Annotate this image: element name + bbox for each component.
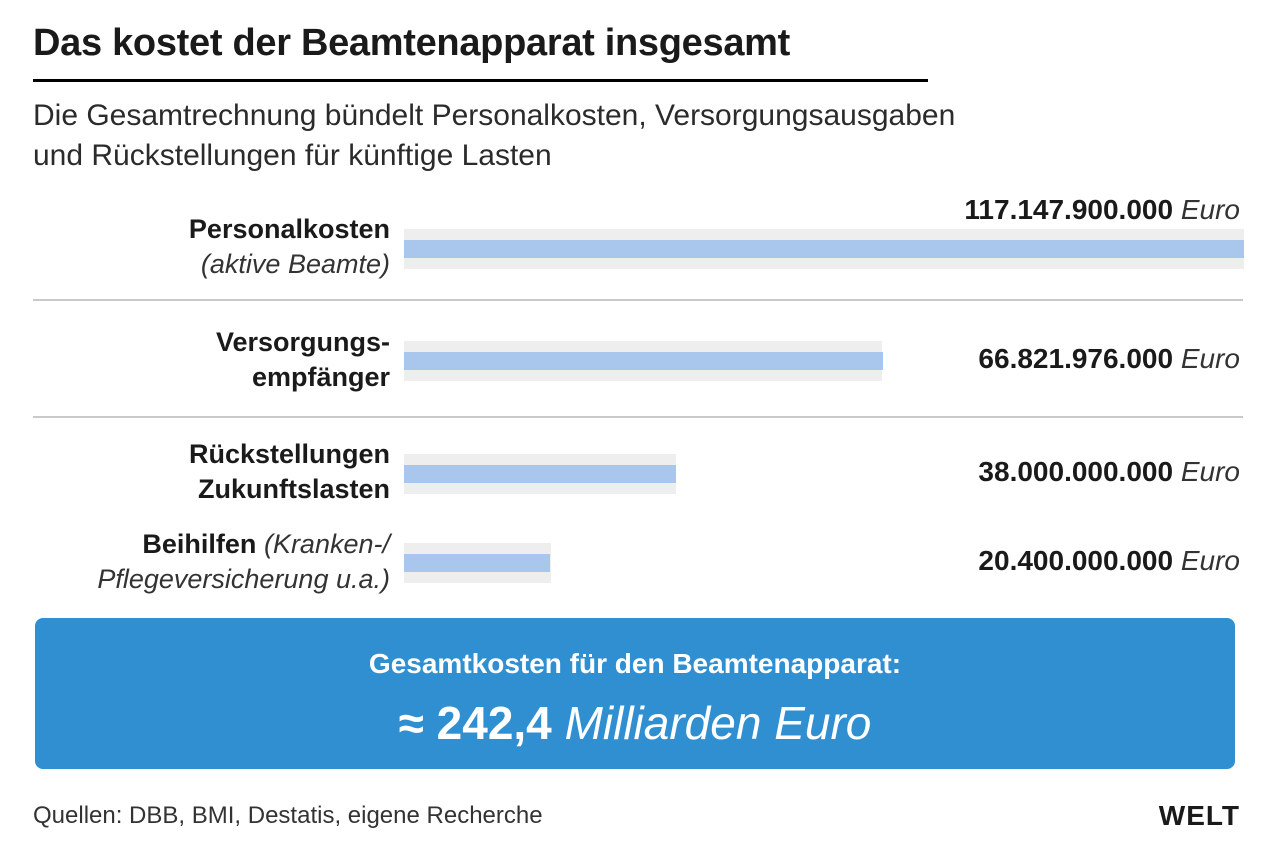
bar-personalkosten <box>404 240 1244 258</box>
bar-beihilfen <box>404 554 550 572</box>
row-separator <box>33 299 1243 301</box>
category-label-versorgungsempfaenger: Versorgungs- empfänger <box>216 325 390 395</box>
value-number: 20.400.000.000 <box>978 545 1174 576</box>
bar-rueckstellungen <box>404 465 676 483</box>
total-value: ≈ 242,4 Milliarden Euro <box>35 696 1235 750</box>
value-unit: Euro <box>1180 343 1240 374</box>
total-caption: Gesamtkosten für den Beamtenapparat: <box>368 648 902 679</box>
label-italic-b: Pflegeversicherung u.a.) <box>97 564 390 594</box>
subtitle-line-1: Die Gesamtrechnung bündelt Personalkoste… <box>33 99 956 132</box>
value-unit: Euro <box>1180 456 1240 487</box>
category-label-personalkosten: Personalkosten (aktive Beamte) <box>189 212 390 282</box>
welt-logo: WELT <box>1158 800 1240 831</box>
label-italic-a: (Kranken-/ <box>263 529 390 559</box>
total-approx-symbol: ≈ <box>398 697 424 749</box>
value-number: 66.821.976.000 <box>978 343 1174 374</box>
total-box: Gesamtkosten für den Beamtenapparat: ≈ 2… <box>35 618 1235 769</box>
source-note: Quellen: DBB, BMI, Destatis, eigene Rech… <box>33 802 543 829</box>
total-unit: Milliarden Euro <box>564 697 872 749</box>
label-bold-line-2: Zukunftslasten <box>197 474 390 504</box>
label-bold: Beihilfen <box>142 529 257 559</box>
total-amount: 242,4 <box>436 697 552 749</box>
category-label-rueckstellungen: Rückstellungen Zukunftslasten <box>189 437 390 507</box>
value-label-personalkosten: 117.147.900.000 Euro <box>964 194 1240 226</box>
label-italic: (aktive Beamte) <box>200 249 390 279</box>
value-label-beihilfen: 20.400.000.000 Euro <box>978 545 1240 577</box>
bar-versorgungsempfaenger <box>404 352 883 370</box>
value-label-rueckstellungen: 38.000.000.000 Euro <box>978 456 1240 488</box>
value-unit: Euro <box>1180 194 1240 225</box>
row-separator <box>33 416 1243 418</box>
value-unit: Euro <box>1180 545 1240 576</box>
value-number: 38.000.000.000 <box>978 456 1174 487</box>
label-bold-line-1: Rückstellungen <box>188 439 390 469</box>
chart-title: Das kostet der Beamtenapparat insgesamt <box>33 22 791 64</box>
label-bold-line-1: Versorgungs- <box>215 327 390 357</box>
value-label-versorgungsempfaenger: 66.821.976.000 Euro <box>978 343 1240 375</box>
label-bold-line-2: empfänger <box>251 362 390 392</box>
chart-subtitle: Die Gesamtrechnung bündelt Personalkoste… <box>33 96 1233 176</box>
title-underline <box>33 79 928 82</box>
label-bold: Personalkosten <box>188 214 390 244</box>
value-number: 117.147.900.000 <box>964 194 1174 225</box>
category-label-beihilfen: Beihilfen (Kranken-/ Pflegeversicherung … <box>97 527 390 597</box>
subtitle-line-2: und Rückstellungen für künftige Lasten <box>33 139 552 172</box>
